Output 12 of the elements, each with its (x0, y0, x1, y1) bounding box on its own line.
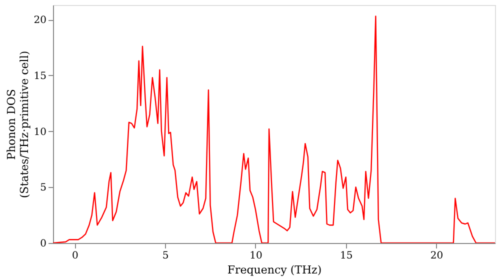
y-tick-label: 10 (34, 126, 46, 138)
x-tick-label: 5 (162, 250, 169, 262)
y-tick-label: 0 (40, 238, 46, 250)
x-tick-label: 0 (72, 250, 78, 262)
x-tick-label: 15 (340, 250, 353, 262)
y-tick-label: 5 (40, 182, 46, 194)
x-axis-title: Frequency (THz) (227, 264, 322, 276)
y-axis-title: Phonon DOS (States/THz·primitive cell) (4, 50, 31, 198)
y-tick-label: 20 (34, 15, 46, 26)
y-tick-label: 15 (34, 70, 46, 82)
x-tick-label: 10 (250, 250, 262, 262)
x-tick-label: 20 (430, 250, 444, 262)
